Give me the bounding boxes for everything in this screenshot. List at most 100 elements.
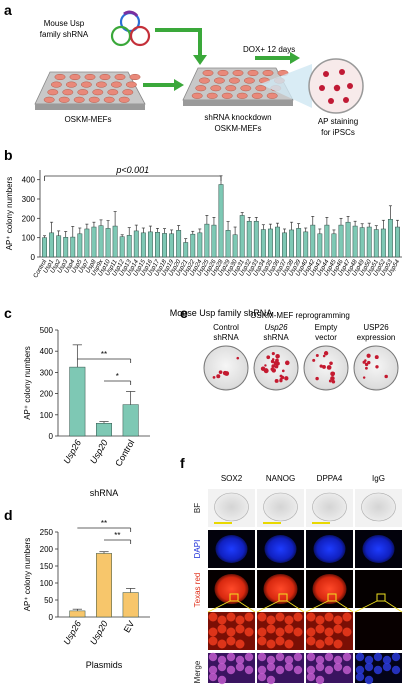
colony-texas-red — [312, 574, 347, 604]
dish-column-label-line1: USP26 — [363, 323, 389, 332]
row-label: Merge — [193, 660, 202, 683]
cell-nucleus — [208, 627, 218, 637]
y-tick-label: 50 — [44, 596, 53, 605]
cell-nucleus — [284, 615, 294, 625]
zoom-connector — [256, 600, 280, 613]
merged-nucleus — [373, 665, 383, 675]
merged-nucleus — [306, 665, 316, 675]
well-icon — [88, 96, 100, 103]
bar — [338, 224, 344, 258]
cell-nucleus — [257, 627, 267, 637]
merged-nucleus — [324, 665, 334, 675]
dox-label: DOX+ 12 days — [243, 45, 295, 54]
merged-nucleus — [364, 655, 374, 665]
ap-colony — [284, 360, 290, 366]
bar — [140, 232, 146, 258]
p-value-annotation: p<0.001 — [115, 165, 149, 175]
ap-colony — [330, 376, 335, 381]
dish-column-label-line1: Control — [213, 323, 239, 332]
x-axis-label: Plasmids — [86, 660, 123, 670]
bar — [204, 223, 210, 258]
merged-nucleus — [217, 655, 227, 665]
y-tick-label: 100 — [40, 411, 54, 420]
zoom-cone-icon — [260, 64, 312, 108]
panel-e-label: e — [180, 305, 188, 321]
colony-dapi — [362, 535, 395, 563]
panel-a: a Mouse Usp family shRNA DOX+ 12 days OS… — [4, 2, 364, 137]
ap-colony — [362, 360, 366, 364]
colony-bf — [312, 492, 347, 522]
ap-colony — [236, 356, 240, 360]
well-icon — [125, 81, 137, 88]
panel-c-label: c — [4, 305, 12, 321]
well-icon — [225, 85, 237, 92]
merged-nucleus — [208, 672, 218, 682]
well-icon — [251, 92, 263, 99]
y-tick-label: 300 — [40, 368, 54, 377]
zoom-connector — [305, 600, 329, 613]
cell-nucleus — [257, 636, 267, 646]
y-tick-label: 100 — [22, 234, 36, 243]
well-icon — [50, 81, 62, 88]
bar — [359, 227, 365, 258]
y-axis-label: AP⁺ colony numbers — [5, 177, 14, 251]
ap-colony — [218, 370, 223, 375]
y-tick-label: 200 — [40, 545, 54, 554]
zoom-connector — [354, 600, 378, 613]
bar — [105, 228, 111, 258]
bar — [366, 226, 372, 258]
merged-nucleus — [382, 655, 392, 665]
cell-nucleus — [208, 612, 218, 622]
ap-colony — [374, 355, 379, 360]
merged-nucleus — [257, 652, 267, 662]
bar — [112, 225, 118, 258]
cell-nucleus — [217, 639, 227, 649]
plasmid-icon — [110, 10, 151, 47]
panel-b-label: b — [4, 147, 13, 163]
bar — [232, 234, 238, 258]
panel-a-label: a — [4, 2, 12, 18]
panel-d-label: d — [4, 507, 13, 523]
merged-nucleus — [244, 665, 254, 675]
arrow-icon — [155, 28, 202, 58]
x-tick-label: EV — [122, 619, 137, 634]
well-icon — [129, 73, 141, 81]
well-icon — [195, 85, 207, 92]
ap-dish-icon — [308, 58, 364, 114]
cell-nucleus — [266, 624, 276, 634]
merged-nucleus — [364, 675, 374, 685]
bar — [373, 229, 379, 258]
bar — [303, 231, 309, 258]
dish-column-label-line1: Usp26 — [264, 323, 288, 332]
plate2-label-line1: shRNA knockdown — [204, 113, 271, 122]
merged-nucleus — [266, 655, 276, 665]
bar — [98, 225, 104, 258]
bar — [380, 228, 386, 258]
bar — [56, 235, 62, 258]
ap-colony — [279, 374, 283, 378]
well-icon — [62, 89, 74, 96]
ap-colony — [384, 374, 388, 379]
y-tick-label: 400 — [22, 176, 36, 185]
row-label: Texas red — [193, 573, 202, 608]
ap-colony — [275, 354, 280, 359]
x-tick-label: Usp26 — [61, 438, 83, 466]
bar — [317, 233, 323, 258]
well-icon — [99, 73, 111, 81]
cell-nucleus — [257, 612, 267, 622]
bar — [91, 226, 97, 258]
significance-label: ** — [114, 531, 120, 540]
ap-colony — [273, 361, 278, 366]
bar — [122, 404, 139, 437]
panel-e: e OSKM-MEF reprogramming ControlshRNAUsp… — [180, 305, 399, 391]
cell-nucleus — [275, 627, 285, 637]
well-icon — [232, 69, 244, 77]
arrow-head-icon — [174, 79, 184, 91]
cell-nucleus — [266, 615, 276, 625]
bar — [155, 232, 160, 258]
merged-nucleus — [315, 675, 325, 685]
cell-nucleus — [226, 636, 236, 646]
culture-plate-icon — [182, 67, 294, 106]
y-tick-label: 500 — [40, 326, 54, 335]
ap-colony — [216, 374, 221, 379]
